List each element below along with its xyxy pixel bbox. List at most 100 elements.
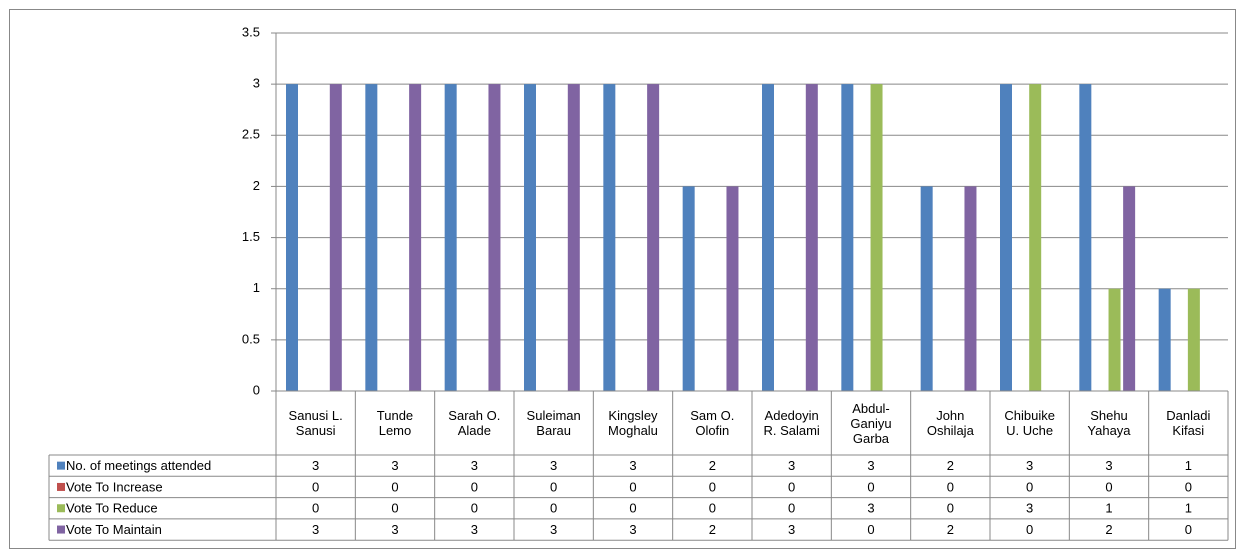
bar [1123,186,1136,391]
bar [365,84,378,392]
table-value: 2 [709,458,716,473]
bar [726,186,739,391]
table-value: 0 [709,501,716,516]
x-tick-label: Danladi Kifasi [1149,391,1228,455]
table-value: 0 [550,501,557,516]
table-value: 0 [629,501,636,516]
x-tick-label-text: Danladi Kifasi [1166,408,1211,438]
bar [286,84,298,392]
table-value: 3 [1026,458,1033,473]
table-value: 3 [550,458,557,473]
legend-key [57,525,65,534]
bar [524,84,536,392]
table-value: 0 [947,479,954,494]
table-value: 2 [947,458,954,473]
table-value: 2 [1105,522,1112,537]
table-value: 0 [471,501,478,516]
y-tick-label: 2.5 [242,127,260,142]
bar [920,186,933,391]
x-tick-label: Sanusi L. Sanusi [276,391,355,455]
table-value: 0 [788,501,795,516]
bar [647,84,660,392]
x-tick-label: Tunde Lemo [355,391,434,455]
table-value: 0 [947,501,954,516]
x-tick-label: Sarah O. Alade [435,391,514,455]
table-value: 0 [312,479,319,494]
x-tick-label: Shehu Yahaya [1069,391,1148,455]
x-tick-label-text: Chibuike U. Uche [1004,408,1055,438]
x-tick-label: Abdul-Ganiyu Garba [831,391,910,455]
table-value: 0 [391,479,398,494]
table-value: 3 [1026,501,1033,516]
bar [682,186,695,391]
x-tick-label: Chibuike U. Uche [990,391,1069,455]
bar [567,84,580,392]
table-value: 0 [867,479,874,494]
x-tick-label-text: Sanusi L. Sanusi [288,408,343,438]
x-tick-label-text: John Oshilaja [926,408,974,438]
table-value: 0 [1026,479,1033,494]
table-value: 0 [550,479,557,494]
x-tick-label: Kingsley Moghalu [593,391,672,455]
bar [870,84,883,392]
bar [1079,84,1092,392]
legend-key [57,504,65,513]
y-tick-label: 3.5 [242,24,260,39]
bar [444,84,457,392]
x-tick-label: Adedoyin R. Salami [752,391,831,455]
x-tick-label-text: Tunde Lemo [376,408,414,438]
table-value: 3 [471,522,478,537]
legend-label: Vote To Reduce [66,501,158,516]
x-tick-label-text: Sam O. Olofin [690,408,735,438]
table-value: 3 [629,522,636,537]
table-value: 1 [1185,501,1192,516]
y-tick-label: 1.5 [242,229,260,244]
table-value: 3 [312,458,319,473]
table-value: 0 [391,501,398,516]
table-value: 0 [312,501,319,516]
table-value: 3 [788,522,795,537]
table-value: 3 [391,458,398,473]
bar [964,186,977,391]
bar [762,84,774,392]
table-value: 3 [867,501,874,516]
table-value: 3 [867,458,874,473]
x-tick-label: John Oshilaja [911,391,990,455]
table-value: 2 [947,522,954,537]
table-value: 0 [1105,479,1112,494]
y-tick-label: 0.5 [242,331,260,346]
bar [1108,288,1121,391]
table-value: 0 [788,479,795,494]
table-value: 0 [471,479,478,494]
table-value: 3 [312,522,319,537]
x-tick-label-text: Abdul-Ganiyu Garba [850,400,892,446]
table-value: 3 [391,522,398,537]
table-value: 1 [1105,501,1112,516]
table-value: 0 [629,479,636,494]
legend-label: No. of meetings attended [66,458,211,473]
table-value: 0 [1185,479,1192,494]
x-tick-label: Suleiman Barau [514,391,593,455]
table-value: 0 [1185,522,1192,537]
bar [1000,84,1012,392]
table-value: 3 [788,458,795,473]
bar [805,84,818,392]
table-value: 3 [1105,458,1112,473]
table-value: 0 [1026,522,1033,537]
legend-key [57,461,65,470]
bar [409,84,422,392]
bar [1158,288,1171,391]
bar [1029,84,1042,392]
y-tick-label: 1 [253,280,260,295]
table-value: 0 [867,522,874,537]
table-value: 3 [471,458,478,473]
y-tick-label: 0 [253,382,260,397]
table-value: 0 [709,479,716,494]
x-tick-label-text: Adedoyin R. Salami [763,408,820,438]
x-tick-label-text: Shehu Yahaya [1087,408,1131,438]
x-tick-label-text: Suleiman Barau [526,408,581,438]
x-tick-label-text: Kingsley Moghalu [608,408,658,438]
y-tick-label: 2 [253,178,260,193]
